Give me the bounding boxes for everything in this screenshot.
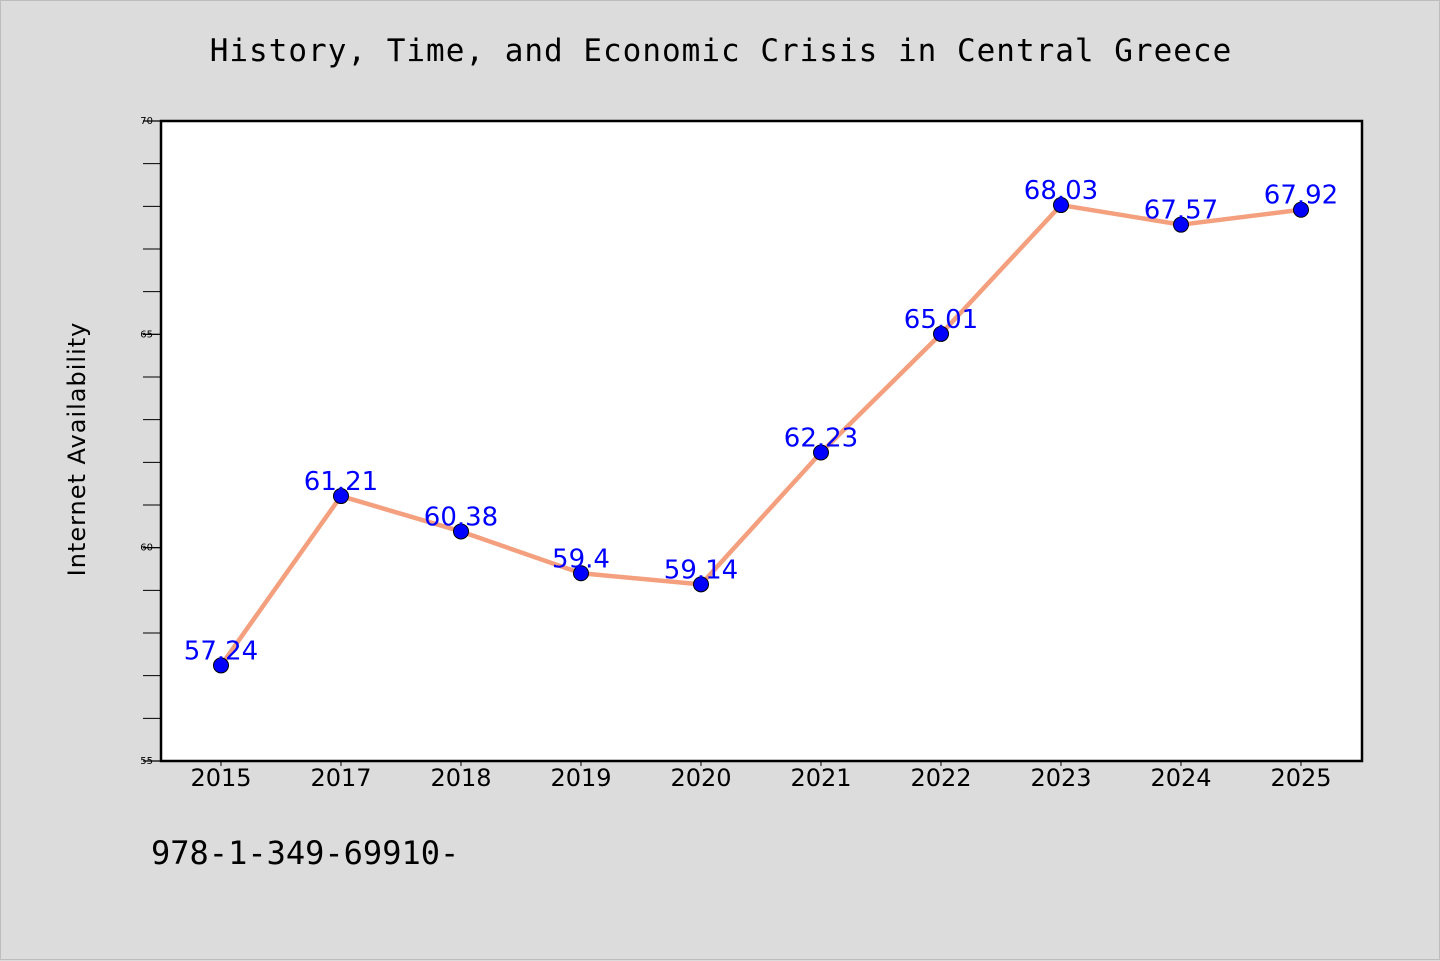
data-point xyxy=(813,444,829,461)
data-point xyxy=(573,565,589,582)
data-label: 57.24 xyxy=(184,636,258,666)
data-label: 67.92 xyxy=(1264,181,1338,211)
y-tick-label: 65 xyxy=(140,329,153,340)
x-tick-label: 2015 xyxy=(190,764,251,792)
y-tick-label: 55 xyxy=(140,756,153,767)
data-point xyxy=(1053,197,1069,214)
x-tick-label: 2020 xyxy=(670,764,731,792)
data-point xyxy=(213,657,229,674)
data-point xyxy=(333,488,349,505)
y-tick-label: 70 xyxy=(140,116,153,127)
x-tick-label: 2018 xyxy=(430,764,491,792)
footer-code: 978-1-349-69910- xyxy=(151,834,460,872)
series-line xyxy=(218,202,1304,668)
data-point xyxy=(693,576,709,593)
data-point xyxy=(1173,216,1189,233)
data-label: 62.23 xyxy=(784,424,858,454)
data-label: 60.38 xyxy=(424,502,498,532)
x-tick-label: 2023 xyxy=(1030,764,1091,792)
x-tick-label: 2017 xyxy=(310,764,371,792)
data-point xyxy=(1293,201,1309,218)
data-label: 67.57 xyxy=(1144,196,1218,226)
x-tick-label: 2019 xyxy=(550,764,611,792)
x-tick-label: 2024 xyxy=(1150,764,1211,792)
x-tick-label: 2021 xyxy=(790,764,851,792)
x-tick-label: 2022 xyxy=(910,764,971,792)
y-tick-label: 60 xyxy=(140,543,153,554)
data-point xyxy=(933,325,949,342)
chart-title: History, Time, and Economic Crisis in Ce… xyxy=(209,33,1233,69)
data-label: 59.4 xyxy=(552,544,610,574)
data-label: 65.01 xyxy=(904,305,978,335)
x-tick-label: 2025 xyxy=(1270,764,1331,792)
plot-area xyxy=(159,119,1364,763)
data-label: 61.21 xyxy=(304,467,378,497)
data-label: 68.03 xyxy=(1024,176,1098,206)
data-label: 59.14 xyxy=(664,555,738,585)
data-point xyxy=(453,523,469,540)
